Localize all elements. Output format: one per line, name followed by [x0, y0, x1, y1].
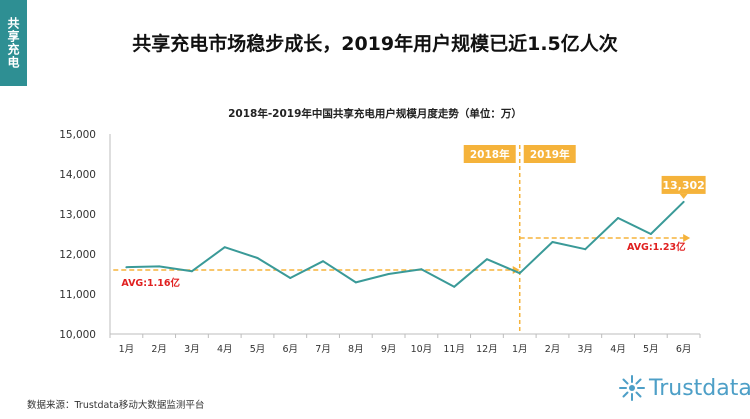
data-point [158, 265, 161, 268]
data-point [289, 277, 292, 279]
x-tick-label: 8月 [348, 344, 364, 355]
y-tick-label: 15,000 [59, 129, 96, 141]
value-callout [661, 175, 706, 194]
data-point [387, 273, 390, 275]
period-tag [523, 145, 576, 163]
x-tick-label: 9月 [381, 344, 397, 355]
data-point [485, 258, 488, 261]
x-tick-label: 3月 [578, 344, 594, 355]
data-point [256, 257, 259, 259]
data-point [617, 217, 620, 219]
chart-title: 2018年-2019年中国共享充电用户规模月度走势（单位：万） [228, 107, 522, 120]
y-tick-label: 10,000 [59, 329, 96, 341]
y-tick-label: 13,000 [59, 209, 96, 221]
average-arrow [683, 234, 691, 242]
x-tick-label: 7月 [315, 344, 331, 355]
data-point [584, 248, 587, 251]
sunburst-logo-icon [619, 375, 645, 401]
page-title: 共享充电市场稳步成长，2019年用户规模已近1.5亿人次 [132, 33, 618, 55]
average-label: AVG:1.16亿 [121, 277, 180, 289]
x-tick-label: 6月 [676, 344, 692, 355]
data-point [125, 266, 128, 269]
data-point [354, 281, 357, 284]
section-tab: 共享充电 [0, 0, 27, 86]
x-tick-label: 1月 [119, 344, 135, 355]
value-callout-pointer [679, 193, 688, 199]
logo-wordmark: Trustdata [649, 375, 750, 401]
series-line [126, 201, 685, 288]
data-point [518, 272, 521, 275]
x-tick-label: 12月 [476, 344, 498, 355]
brand-logo: Trustdata [617, 373, 750, 403]
x-tick-label: 5月 [643, 344, 659, 355]
data-point [453, 285, 456, 288]
average-label: AVG:1.23亿 [627, 241, 686, 253]
period-tag-label: 2018年 [470, 148, 510, 161]
x-tick-label: 11月 [443, 344, 465, 355]
data-point [223, 246, 226, 249]
x-tick-label: 2月 [545, 344, 561, 355]
data-source-note: 数据来源：Trustdata移动大数据监测平台 [27, 400, 205, 411]
data-point [682, 200, 685, 203]
x-tick-label: 3月 [184, 344, 200, 355]
x-tick-label: 10月 [411, 344, 433, 355]
x-tick-label: 1月 [512, 344, 528, 355]
y-tick-label: 11,000 [59, 289, 96, 301]
data-label: 13,302 [662, 179, 704, 192]
period-tag-label: 2019年 [530, 148, 570, 161]
y-tick-label: 12,000 [59, 249, 96, 261]
section-tab-label: 共享充电 [6, 17, 20, 69]
data-point [420, 268, 423, 271]
x-tick-label: 2月 [151, 344, 167, 355]
y-tick-label: 14,000 [59, 169, 96, 181]
data-point [322, 260, 325, 263]
x-tick-label: 6月 [283, 344, 299, 355]
data-point [649, 233, 652, 235]
data-point [551, 241, 554, 243]
x-tick-label: 4月 [610, 344, 626, 355]
data-point [190, 270, 193, 273]
x-tick-label: 5月 [250, 344, 266, 355]
x-tick-label: 4月 [217, 344, 233, 355]
period-tag [463, 145, 516, 163]
